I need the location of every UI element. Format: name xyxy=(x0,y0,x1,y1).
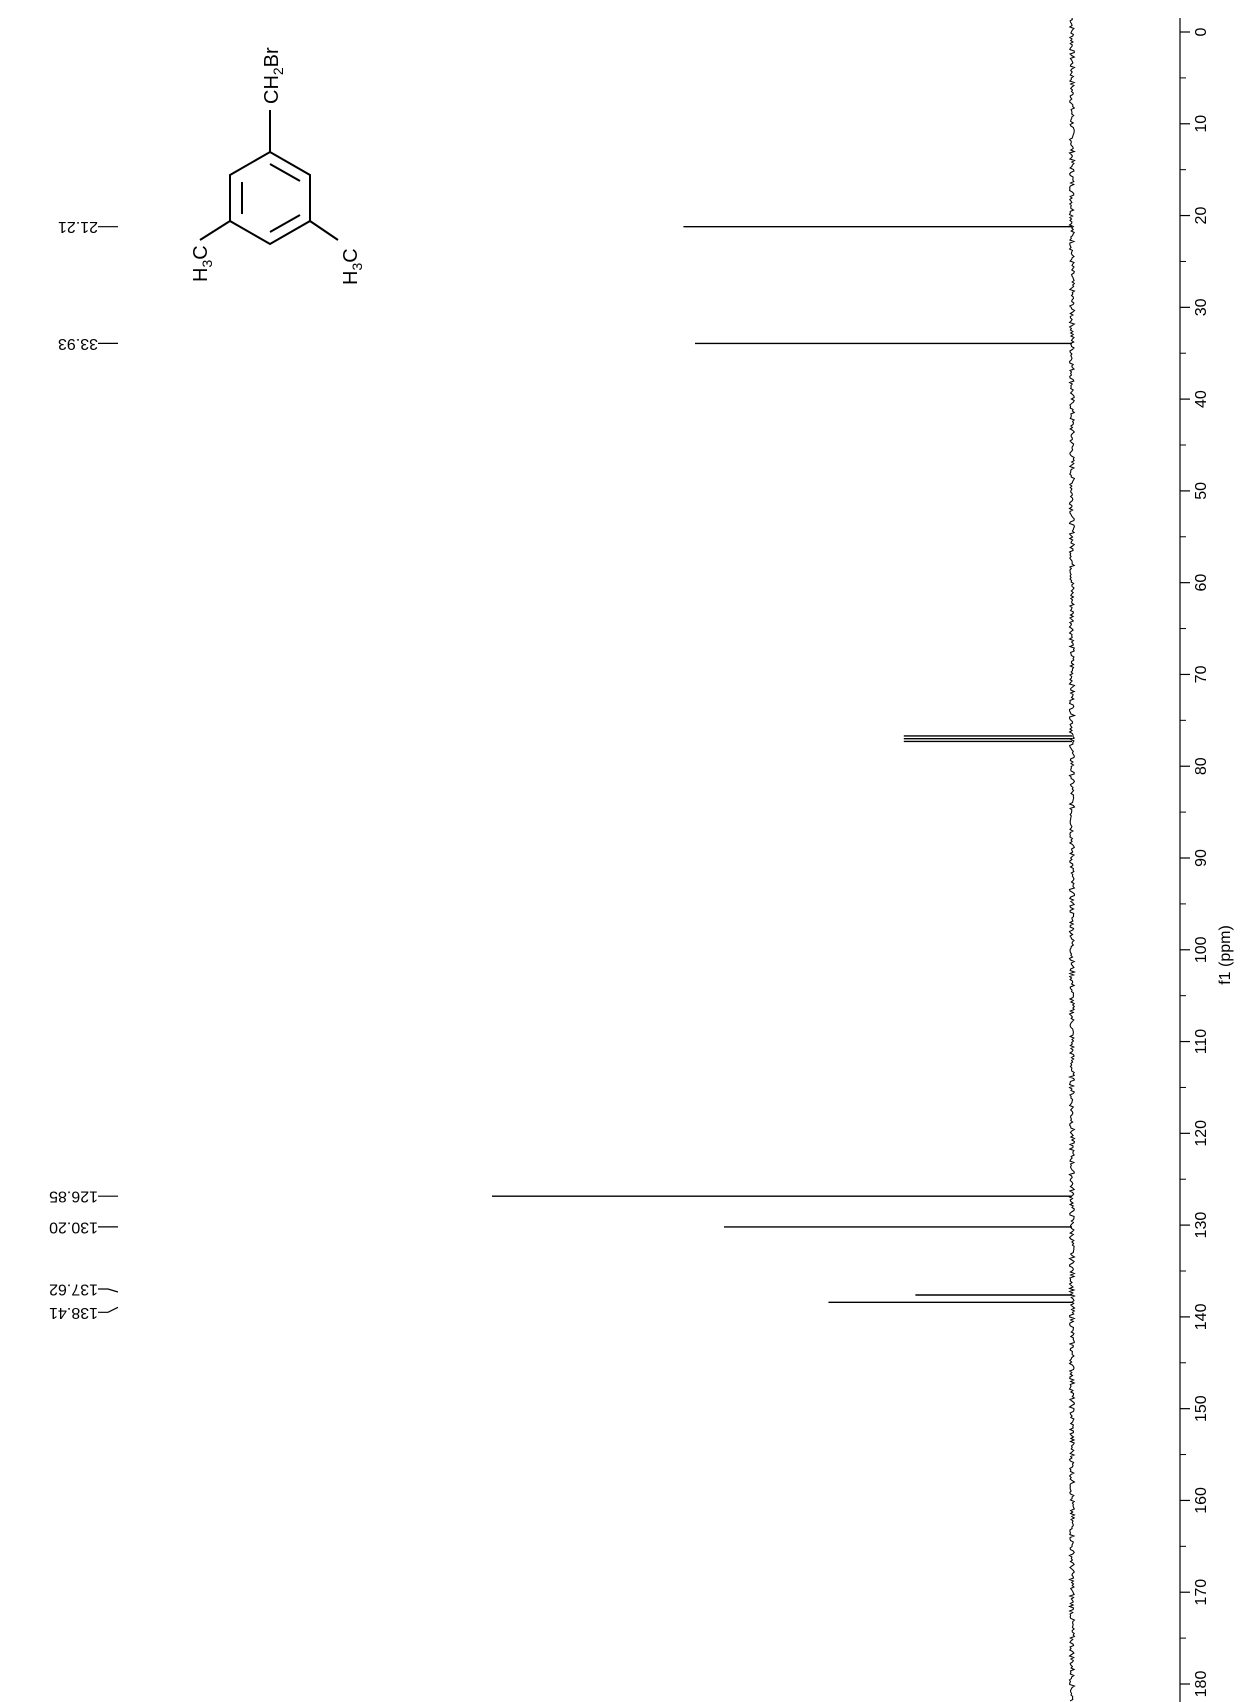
tick-label: 110 xyxy=(1193,1029,1210,1055)
f1-axis: 0 10 20 30 40 50 60 70 80 90 100 110 120 130 140 150 160… xyxy=(1179,18,1234,1702)
ring-double-bond xyxy=(269,214,301,233)
molecule-structure: CH2Br H3C H3C xyxy=(190,47,365,285)
tick-label: 40 xyxy=(1193,390,1210,408)
baseline-noise xyxy=(1068,17,1077,1702)
peak-label: 33.93 xyxy=(58,335,98,352)
bond-to-left-methyl xyxy=(199,220,231,241)
axis-ticks: 0 10 20 30 40 50 60 70 80 90 100 110 120 130 140 150 160… xyxy=(1180,27,1210,1697)
tick-label: 180 xyxy=(1193,1671,1210,1698)
tick-label: 140 xyxy=(1193,1303,1210,1330)
peak-labels: 21.21 33.93 126.85 130.20 137.62 138.41 xyxy=(49,218,119,1321)
right-methyl-label: H3C xyxy=(340,248,365,285)
tick-label: 20 xyxy=(1193,207,1210,225)
left-methyl-label: H3C xyxy=(190,245,215,282)
tick-label: 120 xyxy=(1193,1120,1210,1147)
tick-label: 0 xyxy=(1193,27,1210,36)
tick-label: 150 xyxy=(1193,1395,1210,1422)
tick-label: 100 xyxy=(1193,936,1210,963)
peak-label: 137.62 xyxy=(49,1281,98,1298)
peak-label: 21.21 xyxy=(58,218,98,235)
tick-label: 50 xyxy=(1193,482,1210,500)
tick-label: 160 xyxy=(1193,1487,1210,1514)
peak-label: 138.41 xyxy=(49,1304,98,1321)
tick-label: 130 xyxy=(1193,1212,1210,1239)
peak-label-leader xyxy=(98,1306,119,1313)
tick-label: 30 xyxy=(1193,298,1210,316)
peak-label: 130.20 xyxy=(49,1218,98,1235)
tick-label: 60 xyxy=(1193,574,1210,592)
tick-label: 70 xyxy=(1193,665,1210,683)
tick-label: 10 xyxy=(1193,115,1210,133)
bond-to-right-methyl xyxy=(309,220,339,241)
tick-label: 80 xyxy=(1193,757,1210,775)
ch2br-label: CH2Br xyxy=(261,47,286,104)
spectrum-trace xyxy=(492,17,1077,1702)
ring-double-bond xyxy=(269,163,301,182)
tick-label: 170 xyxy=(1193,1579,1210,1606)
axis-title: f1 (ppm) xyxy=(1217,925,1234,985)
peak-label: 126.85 xyxy=(49,1188,98,1205)
peak-label-leader xyxy=(98,1288,119,1293)
peaks-group xyxy=(492,225,1072,1304)
tick-label: 90 xyxy=(1193,849,1210,867)
